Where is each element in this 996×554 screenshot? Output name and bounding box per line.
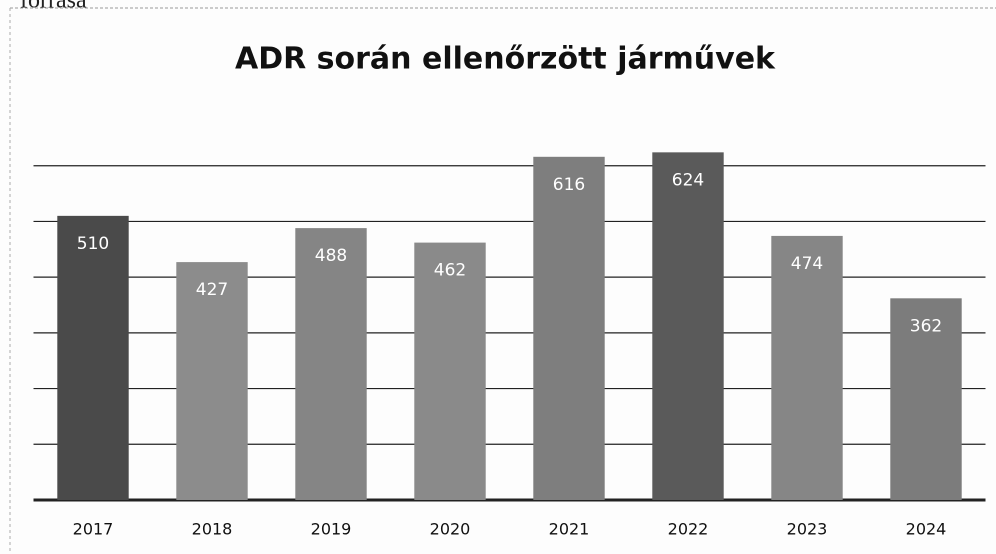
value-label: 462	[434, 261, 466, 281]
x-tick-label: 2020	[430, 520, 471, 539]
x-tick-label: 2019	[311, 520, 352, 539]
bar	[176, 262, 248, 500]
value-label: 510	[77, 234, 109, 254]
bar	[414, 242, 486, 500]
value-label: 362	[910, 316, 942, 336]
value-label: 624	[672, 170, 704, 190]
bar	[890, 298, 962, 500]
bar	[771, 235, 843, 500]
value-label: 488	[315, 246, 347, 266]
x-tick-label: 2023	[787, 520, 828, 539]
bar	[533, 156, 605, 501]
value-label: 427	[196, 280, 228, 300]
chart-title: ADR során ellenőrzött járművek	[235, 42, 776, 77]
bar	[652, 152, 724, 501]
x-tick-label: 2021	[549, 520, 590, 539]
x-tick-label: 2024	[906, 520, 947, 539]
page-fragment: forrása	[20, 0, 87, 14]
x-tick-label: 2017	[73, 520, 114, 539]
value-label: 474	[791, 254, 823, 274]
value-label: 616	[553, 175, 585, 195]
bar	[57, 215, 129, 500]
x-tick-label: 2018	[192, 520, 233, 539]
bar	[295, 228, 367, 500]
x-tick-label: 2022	[668, 520, 709, 539]
